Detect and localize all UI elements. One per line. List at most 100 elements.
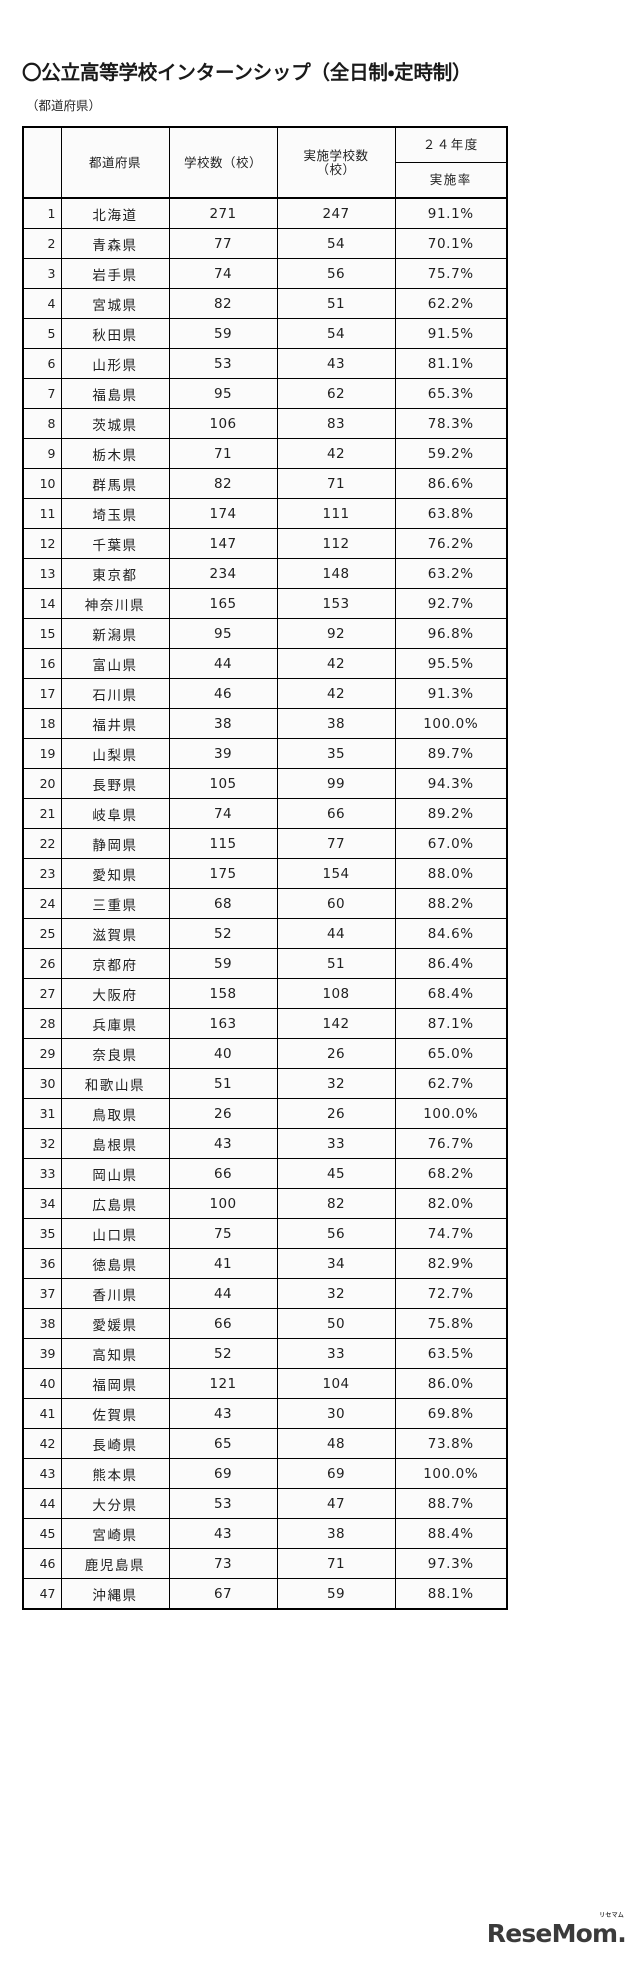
- prefecture-cell: 青森県: [60, 228, 170, 259]
- implementing-count-cell: 44: [276, 918, 396, 949]
- implementing-count-cell: 33: [276, 1128, 396, 1159]
- table-row: 34 広島県 100 82 82.0%: [22, 1188, 508, 1219]
- implementing-count-cell: 48: [276, 1428, 396, 1459]
- table-row: 21 岐阜県 74 66 89.2%: [22, 798, 508, 829]
- implementing-count-cell: 54: [276, 318, 396, 349]
- implementation-rate-cell: 70.1%: [394, 228, 508, 259]
- implementing-count-cell: 26: [276, 1038, 396, 1069]
- row-number-cell: 6: [22, 348, 62, 379]
- implementing-count-cell: 69: [276, 1458, 396, 1489]
- implementation-rate-cell: 86.4%: [394, 948, 508, 979]
- table-row: 17 石川県 46 42 91.3%: [22, 678, 508, 709]
- table-row: 2 青森県 77 54 70.1%: [22, 228, 508, 259]
- implementation-rate-cell: 72.7%: [394, 1278, 508, 1309]
- row-number-cell: 2: [22, 228, 62, 259]
- implementing-count-cell: 54: [276, 228, 396, 259]
- table-row: 11 埼玉県 174 111 63.8%: [22, 498, 508, 529]
- implementing-count-cell: 154: [276, 858, 396, 889]
- school-count-cell: 82: [168, 468, 278, 499]
- table-row: 10 群馬県 82 71 86.6%: [22, 468, 508, 499]
- implementation-rate-cell: 62.2%: [394, 288, 508, 319]
- implementing-count-cell: 112: [276, 528, 396, 559]
- implementing-count-cell: 108: [276, 978, 396, 1009]
- school-count-cell: 74: [168, 258, 278, 289]
- school-count-cell: 73: [168, 1548, 278, 1579]
- implementation-rate-cell: 67.0%: [394, 828, 508, 859]
- implementing-count-cell: 99: [276, 768, 396, 799]
- table-row: 31 鳥取県 26 26 100.0%: [22, 1098, 508, 1129]
- implementing-count-cell: 26: [276, 1098, 396, 1129]
- school-count-cell: 44: [168, 648, 278, 679]
- row-number-cell: 19: [22, 738, 62, 769]
- table-row: 28 兵庫県 163 142 87.1%: [22, 1008, 508, 1039]
- table-row: 12 千葉県 147 112 76.2%: [22, 528, 508, 559]
- implementation-rate-cell: 65.3%: [394, 378, 508, 409]
- implementation-rate-cell: 82.9%: [394, 1248, 508, 1279]
- implementation-rate-cell: 100.0%: [394, 1458, 508, 1489]
- prefecture-cell: 宮崎県: [60, 1518, 170, 1549]
- row-number-cell: 3: [22, 258, 62, 289]
- school-count-cell: 68: [168, 888, 278, 919]
- school-count-cell: 106: [168, 408, 278, 439]
- row-number-cell: 8: [22, 408, 62, 439]
- prefecture-cell: 山梨県: [60, 738, 170, 769]
- school-count-cell: 53: [168, 348, 278, 379]
- implementation-rate-cell: 82.0%: [394, 1188, 508, 1219]
- implementation-rate-cell: 92.7%: [394, 588, 508, 619]
- table-row: 44 大分県 53 47 88.7%: [22, 1488, 508, 1519]
- school-count-cell: 71: [168, 438, 278, 469]
- implementing-count-cell: 59: [276, 1578, 396, 1610]
- row-number-cell: 27: [22, 978, 62, 1009]
- table-row: 9 栃木県 71 42 59.2%: [22, 438, 508, 469]
- row-number-cell: 15: [22, 618, 62, 649]
- school-count-cell: 100: [168, 1188, 278, 1219]
- table-row: 16 富山県 44 42 95.5%: [22, 648, 508, 679]
- implementation-rate-cell: 84.6%: [394, 918, 508, 949]
- prefecture-cell: 長崎県: [60, 1428, 170, 1459]
- implementation-rate-cell: 96.8%: [394, 618, 508, 649]
- school-count-cell: 59: [168, 318, 278, 349]
- table-row: 13 東京都 234 148 63.2%: [22, 558, 508, 589]
- row-number-cell: 7: [22, 378, 62, 409]
- implementation-rate-cell: 88.0%: [394, 858, 508, 889]
- table-row: 47 沖縄県 67 59 88.1%: [22, 1578, 508, 1610]
- implementing-count-cell: 38: [276, 1518, 396, 1549]
- prefecture-cell: 高知県: [60, 1338, 170, 1369]
- implementation-rate-cell: 68.4%: [394, 978, 508, 1009]
- prefecture-cell: 宮城県: [60, 288, 170, 319]
- row-number-cell: 38: [22, 1308, 62, 1339]
- implementing-count-cell: 42: [276, 438, 396, 469]
- internship-statistics-table: 都道府県 学校数（校） 実施学校数 （校） ２４年度 実施率 1 北海道 271 24…: [22, 126, 508, 1610]
- implementation-rate-cell: 63.2%: [394, 558, 508, 589]
- table-row: 8 茨城県 106 83 78.3%: [22, 408, 508, 439]
- table-row: 30 和歌山県 51 32 62.7%: [22, 1068, 508, 1099]
- school-count-cell: 175: [168, 858, 278, 889]
- prefecture-cell: 鹿児島県: [60, 1548, 170, 1579]
- prefecture-cell: 沖縄県: [60, 1578, 170, 1610]
- implementation-rate-cell: 88.1%: [394, 1578, 508, 1610]
- row-number-cell: 5: [22, 318, 62, 349]
- row-number-cell: 46: [22, 1548, 62, 1579]
- implementing-count-cell: 111: [276, 498, 396, 529]
- implementation-rate-cell: 86.6%: [394, 468, 508, 499]
- prefecture-cell: 香川県: [60, 1278, 170, 1309]
- table-row: 43 熊本県 69 69 100.0%: [22, 1458, 508, 1489]
- table-row: 14 神奈川県 165 153 92.7%: [22, 588, 508, 619]
- implementing-count-cell: 153: [276, 588, 396, 619]
- table-row: 33 岡山県 66 45 68.2%: [22, 1158, 508, 1189]
- school-count-cell: 51: [168, 1068, 278, 1099]
- row-number-cell: 42: [22, 1428, 62, 1459]
- school-count-cell: 95: [168, 618, 278, 649]
- implementation-rate-cell: 78.3%: [394, 408, 508, 439]
- table-row: 41 佐賀県 43 30 69.8%: [22, 1398, 508, 1429]
- table-row: 36 徳島県 41 34 82.9%: [22, 1248, 508, 1279]
- implementing-count-cell: 47: [276, 1488, 396, 1519]
- table-row: 1 北海道 271 247 91.1%: [22, 197, 508, 229]
- prefecture-cell: 栃木県: [60, 438, 170, 469]
- column-header-year: ２４年度: [394, 126, 508, 163]
- row-number-cell: 34: [22, 1188, 62, 1219]
- row-number-cell: 1: [22, 197, 62, 229]
- row-number-cell: 47: [22, 1578, 62, 1610]
- table-body: 1 北海道 271 247 91.1% 2 青森県 77 54 70.1% 3 岩手県 74 56 75.7…: [22, 197, 508, 1610]
- row-number-cell: 29: [22, 1038, 62, 1069]
